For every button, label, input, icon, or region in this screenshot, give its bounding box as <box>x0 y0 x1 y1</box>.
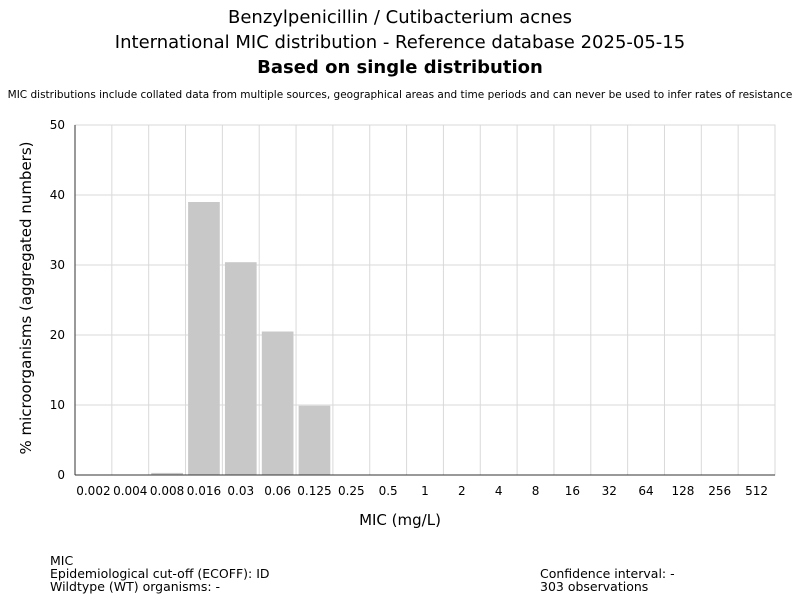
y-tick-label: 40 <box>50 188 65 202</box>
x-tick-label: 2 <box>458 484 466 498</box>
x-tick-label: 16 <box>565 484 580 498</box>
bar-0.03 <box>224 262 257 475</box>
x-tick-label: 512 <box>745 484 768 498</box>
bar-0.125 <box>298 405 331 475</box>
x-tick-label: 64 <box>638 484 653 498</box>
x-tick-label: 0.06 <box>264 484 291 498</box>
footer-ecoff: Epidemiological cut-off (ECOFF): ID <box>50 566 270 581</box>
chart-subtitle: MIC distributions include collated data … <box>7 89 793 101</box>
x-tick-label: 0.125 <box>297 484 331 498</box>
bar-0.008 <box>151 472 183 475</box>
y-axis-label: % microorganisms (aggregated numbers) <box>17 141 35 454</box>
footer-observations: 303 observations <box>540 579 649 594</box>
x-tick-label: 0.5 <box>379 484 398 498</box>
x-tick-label: 0.002 <box>76 484 110 498</box>
y-tick-label: 50 <box>50 118 65 132</box>
footer-wildtype: Wildtype (WT) organisms: - <box>50 579 221 594</box>
footer-confidence-interval: Confidence interval: - <box>540 566 675 581</box>
bar-0.06 <box>261 331 294 475</box>
chart-title-line-3: Based on single distribution <box>257 57 543 78</box>
y-tick-label: 30 <box>50 258 65 272</box>
x-tick-label: 4 <box>495 484 503 498</box>
x-tick-label: 0.016 <box>187 484 221 498</box>
x-axis-label: MIC (mg/L) <box>359 511 441 529</box>
chart-title-line-2: International MIC distribution - Referen… <box>114 32 686 53</box>
x-tick-label: 0.008 <box>150 484 184 498</box>
x-tick-label: 0.004 <box>113 484 147 498</box>
x-tick-label: 1 <box>421 484 429 498</box>
y-tick-label: 20 <box>50 328 65 342</box>
chart-title: Benzylpenicillin / Cutibacterium acnes <box>227 7 573 28</box>
y-tick-label: 0 <box>57 468 65 482</box>
x-tick-label: 0.25 <box>338 484 365 498</box>
x-tick-label: 32 <box>602 484 617 498</box>
x-tick-label: 256 <box>708 484 731 498</box>
x-tick-label: 8 <box>532 484 540 498</box>
x-tick-label: 0.03 <box>227 484 254 498</box>
plot-area <box>74 124 776 476</box>
footer-mic-label: MIC <box>50 553 74 568</box>
bar-0.016 <box>188 202 220 475</box>
y-tick-label: 10 <box>50 398 65 412</box>
x-tick-label: 128 <box>671 484 694 498</box>
